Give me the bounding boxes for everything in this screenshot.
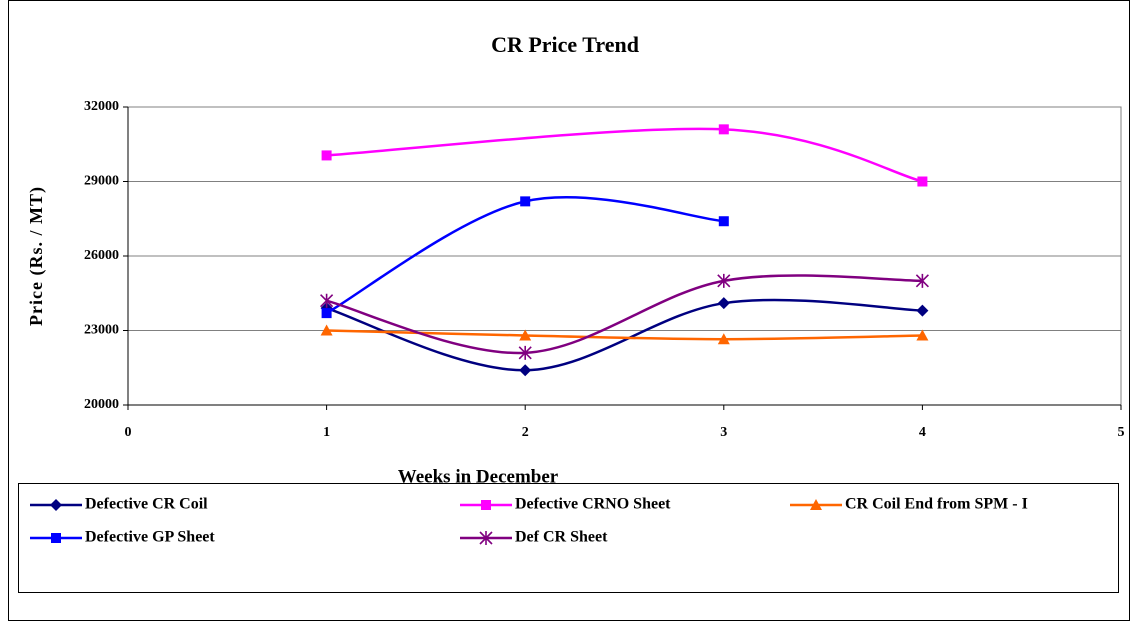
marker: [518, 345, 532, 360]
legend-label: Defective GP Sheet: [85, 529, 215, 546]
legend-label: Def CR Sheet: [515, 529, 608, 546]
y-tick-label: 20000: [84, 397, 119, 412]
series-line: [326, 127, 923, 183]
legend-box: [18, 483, 1119, 593]
marker: [917, 176, 928, 187]
marker: [717, 333, 730, 345]
x-tick-label: 3: [720, 425, 727, 440]
marker: [520, 196, 531, 207]
marker: [321, 308, 332, 319]
chart-title: CR Price Trend: [491, 32, 639, 57]
legend-label: Defective CRNO Sheet: [515, 496, 671, 513]
marker: [320, 293, 334, 308]
legend-marker: [481, 500, 491, 510]
x-axis-label: Weeks in December: [398, 466, 559, 487]
legend-marker: [810, 499, 822, 510]
legend-label: CR Coil End from SPM - I: [845, 496, 1028, 513]
marker: [916, 304, 929, 317]
y-axis-label: Price (Rs. / MT): [26, 186, 47, 326]
y-tick-label: 32000: [84, 99, 119, 114]
series-line: [326, 298, 923, 372]
marker: [916, 329, 929, 341]
marker: [321, 150, 332, 161]
legend-marker: [479, 531, 493, 545]
marker: [320, 324, 333, 336]
y-tick-label: 23000: [84, 323, 119, 338]
legend-marker: [50, 499, 62, 511]
series-line: [326, 274, 923, 355]
x-tick-label: 0: [125, 425, 132, 440]
legend-label: Defective CR Coil: [85, 496, 208, 513]
legend-marker: [51, 533, 61, 543]
y-tick-label: 26000: [84, 248, 119, 263]
marker: [718, 124, 729, 135]
marker: [717, 297, 730, 310]
x-tick-label: 5: [1118, 425, 1125, 440]
series-line: [326, 329, 923, 341]
marker: [717, 273, 731, 288]
y-tick-label: 29000: [84, 174, 119, 189]
marker: [915, 273, 929, 288]
marker: [718, 216, 729, 227]
marker: [519, 364, 532, 377]
marker: [519, 329, 532, 341]
x-tick-label: 2: [522, 425, 529, 440]
x-tick-label: 4: [919, 425, 926, 440]
x-tick-label: 1: [323, 425, 330, 440]
